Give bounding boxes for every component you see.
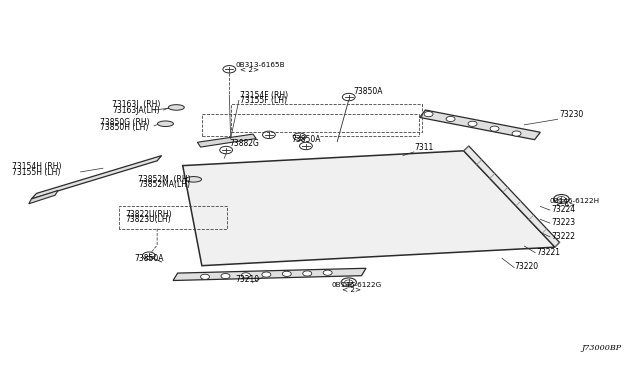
Polygon shape [420,110,540,140]
Text: 73220: 73220 [515,262,539,272]
Circle shape [200,274,209,279]
Circle shape [241,273,250,278]
Text: < 6>: < 6> [556,202,575,208]
Circle shape [323,270,332,275]
Ellipse shape [157,121,173,126]
Polygon shape [464,146,559,247]
Text: 73210: 73210 [236,275,260,284]
Text: 73154F (RH): 73154F (RH) [240,91,288,100]
Text: 0B146-6122G: 0B146-6122G [332,282,381,288]
Text: 73221: 73221 [536,247,560,257]
Text: 73154H (RH): 73154H (RH) [12,162,61,171]
Circle shape [512,131,521,136]
Ellipse shape [168,105,184,110]
Text: 73223: 73223 [551,218,575,227]
Polygon shape [182,151,555,266]
Circle shape [221,273,230,279]
Text: 73882G: 73882G [229,140,259,148]
Polygon shape [31,155,162,199]
Text: 73163J  (RH): 73163J (RH) [113,100,161,109]
Text: 73850G (RH): 73850G (RH) [100,118,149,127]
Text: 73155F (LH): 73155F (LH) [240,96,287,105]
Circle shape [468,121,477,126]
Circle shape [262,272,271,277]
Polygon shape [29,190,58,204]
Text: 73850A: 73850A [353,87,383,96]
Text: 73224: 73224 [551,205,575,214]
Text: 73823U(LH): 73823U(LH) [125,215,171,224]
Text: 73852MA(LH): 73852MA(LH) [138,180,190,189]
Polygon shape [173,268,366,280]
Text: 7311: 7311 [415,143,434,152]
Circle shape [282,271,291,276]
Text: 73852M  (RH): 73852M (RH) [138,174,191,183]
Circle shape [424,112,433,117]
Text: 73850A: 73850A [291,135,321,144]
Text: 73230: 73230 [559,110,584,119]
Circle shape [446,116,455,122]
Text: 73222: 73222 [551,232,575,241]
Text: 73850A: 73850A [135,254,164,263]
Ellipse shape [186,177,202,182]
Text: 73822U(RH): 73822U(RH) [125,210,172,219]
Circle shape [490,126,499,131]
Text: < 2>: < 2> [342,286,361,293]
Text: 0B313-6165B: 0B313-6165B [235,62,285,68]
Text: 73850H (LH): 73850H (LH) [100,123,148,132]
Circle shape [303,271,312,276]
Text: J73000BP: J73000BP [581,344,621,352]
Polygon shape [197,134,256,147]
Text: 0B146-6122H: 0B146-6122H [549,198,600,204]
Text: < 2>: < 2> [239,67,259,73]
Text: 73163JA(LH): 73163JA(LH) [113,106,160,115]
Text: 73155H (LH): 73155H (LH) [12,167,61,176]
